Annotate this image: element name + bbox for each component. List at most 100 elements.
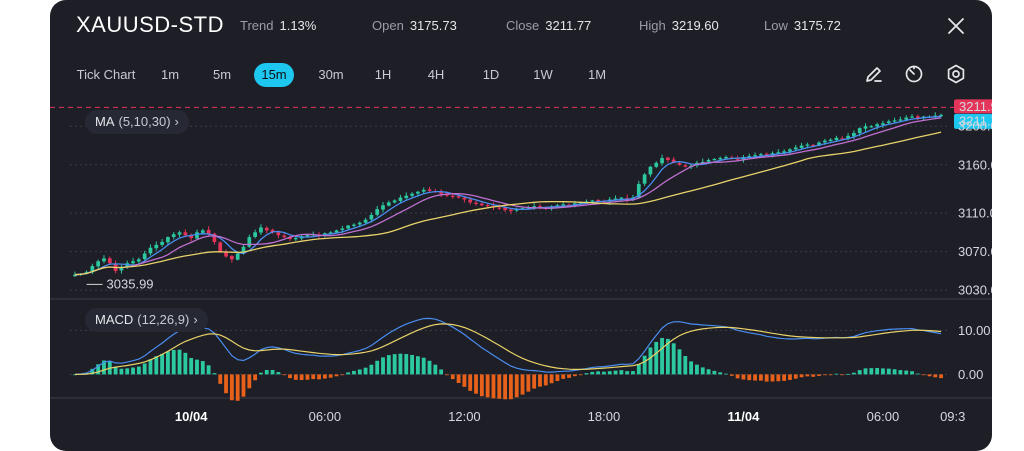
candle-body bbox=[171, 234, 176, 237]
low-annotation-label: 3035.99 bbox=[107, 276, 154, 291]
indicator-dial-icon[interactable] bbox=[902, 62, 926, 86]
macd-histogram-bar bbox=[654, 341, 659, 375]
draw-pencil-icon[interactable] bbox=[862, 62, 886, 86]
macd-histogram-bar bbox=[776, 374, 781, 382]
high-value: 3219.60 bbox=[671, 18, 719, 33]
timeframe-1w[interactable]: 1W bbox=[533, 67, 553, 82]
macd-histogram-bar bbox=[189, 358, 194, 375]
candle-body bbox=[363, 219, 368, 223]
macd-histogram-bar bbox=[183, 352, 188, 375]
open-stat: Open 3175.73 bbox=[372, 18, 457, 33]
candle-body bbox=[828, 139, 833, 142]
candle-body bbox=[189, 235, 194, 239]
macd-histogram-bar bbox=[578, 374, 583, 376]
candle-body bbox=[915, 116, 920, 119]
timeframe-1m-month[interactable]: 1M bbox=[587, 67, 607, 82]
macd-histogram-bar bbox=[875, 368, 880, 375]
macd-histogram-bar bbox=[805, 374, 810, 377]
candle-body bbox=[654, 162, 659, 167]
candle-body bbox=[90, 266, 95, 273]
candle-body bbox=[102, 258, 106, 262]
macd-histogram-bar bbox=[915, 373, 920, 375]
macd-histogram-bar bbox=[689, 361, 694, 375]
macd-histogram-bar bbox=[224, 374, 228, 394]
macd-histogram-bar bbox=[195, 359, 199, 375]
macd-histogram-bar bbox=[619, 370, 624, 375]
candle-body bbox=[224, 251, 228, 257]
candle-body bbox=[863, 126, 868, 129]
macd-histogram-bar bbox=[555, 374, 560, 382]
macd-histogram-bar bbox=[433, 364, 438, 375]
macd-histogram-bar bbox=[200, 361, 205, 375]
time-axis-label: 12:00 bbox=[448, 409, 481, 424]
candle-body bbox=[718, 158, 723, 160]
timeframe-1m[interactable]: 1m bbox=[160, 67, 180, 82]
candle-body bbox=[939, 114, 943, 117]
candle-body bbox=[886, 121, 891, 124]
timeframe-1d[interactable]: 1D bbox=[482, 67, 500, 82]
timeframe-1h[interactable]: 1H bbox=[374, 67, 392, 82]
macd-histogram-bar bbox=[154, 356, 159, 375]
macd-histogram-bar bbox=[177, 349, 182, 375]
macd-histogram-bar bbox=[712, 370, 717, 375]
timeframe-tick-chart[interactable]: Tick Chart bbox=[76, 67, 136, 82]
macd-histogram-bar bbox=[398, 353, 403, 375]
candle-body bbox=[479, 203, 484, 206]
candle-body bbox=[869, 126, 874, 128]
timeframe-5m[interactable]: 5m bbox=[212, 67, 232, 82]
timeframe-4h[interactable]: 4H bbox=[427, 67, 445, 82]
macd-histogram-bar bbox=[363, 367, 368, 375]
ma-indicator-pill[interactable]: MA (5,10,30) › bbox=[85, 110, 189, 134]
candle-body bbox=[509, 209, 513, 212]
time-axis-label: 09:3 bbox=[940, 409, 965, 424]
macd-histogram-bar bbox=[102, 360, 106, 375]
candle-body bbox=[555, 205, 560, 207]
macd-histogram-bar bbox=[625, 371, 630, 375]
macd-histogram-bar bbox=[218, 374, 223, 384]
macd-histogram-bar bbox=[322, 374, 327, 379]
macd-indicator-pill[interactable]: MACD (12,26,9) › bbox=[85, 308, 208, 332]
macd-histogram-bar bbox=[334, 374, 339, 377]
macd-histogram-bar bbox=[427, 360, 432, 375]
timeframe-15m[interactable]: 15m bbox=[254, 63, 294, 87]
settings-gear-icon[interactable] bbox=[944, 62, 968, 86]
candle-body bbox=[857, 128, 862, 134]
macd-histogram-bar bbox=[665, 338, 670, 375]
low-stat: Low 3175.72 bbox=[764, 18, 841, 33]
candle-body bbox=[421, 189, 426, 192]
macd-histogram-bar bbox=[456, 374, 461, 384]
candle-body bbox=[264, 227, 269, 231]
macd-histogram-bar bbox=[293, 374, 298, 380]
macd-histogram-bar bbox=[479, 374, 484, 397]
macd-histogram-bar bbox=[282, 374, 287, 376]
candle-body bbox=[700, 161, 705, 164]
macd-histogram-bar bbox=[357, 369, 362, 375]
close-icon[interactable] bbox=[944, 14, 968, 38]
candle-body bbox=[904, 117, 909, 120]
macd-histogram-bar bbox=[549, 374, 554, 384]
macd-histogram-bar bbox=[747, 374, 752, 381]
macd-histogram-bar bbox=[607, 371, 612, 375]
candle-body bbox=[340, 228, 345, 230]
candle-body bbox=[811, 144, 816, 147]
macd-histogram-bar bbox=[927, 374, 932, 377]
macd-histogram-bar bbox=[904, 370, 909, 375]
candle-body bbox=[73, 274, 77, 277]
timeframe-30m[interactable]: 30m bbox=[318, 67, 344, 82]
macd-histogram-bar bbox=[264, 370, 269, 375]
chevron-right-icon: › bbox=[193, 312, 198, 327]
macd-histogram-bar bbox=[532, 374, 537, 389]
candle-body bbox=[538, 206, 542, 208]
candle-body bbox=[235, 253, 240, 260]
macd-histogram-bar bbox=[288, 374, 292, 379]
macd-histogram-bar bbox=[392, 354, 397, 375]
macd-histogram-bar bbox=[229, 374, 234, 401]
macd-histogram-bar bbox=[491, 374, 496, 399]
macd-histogram-bar bbox=[677, 349, 682, 375]
chart-canvas[interactable]: 3211.943211.773035.993030.003070.003110.… bbox=[50, 0, 992, 451]
macd-histogram-bar bbox=[520, 374, 525, 395]
high-stat: High 3219.60 bbox=[639, 18, 719, 33]
candle-body bbox=[590, 200, 595, 202]
low-label: Low bbox=[764, 18, 788, 33]
trend-stat: Trend 1.13% bbox=[240, 18, 316, 33]
